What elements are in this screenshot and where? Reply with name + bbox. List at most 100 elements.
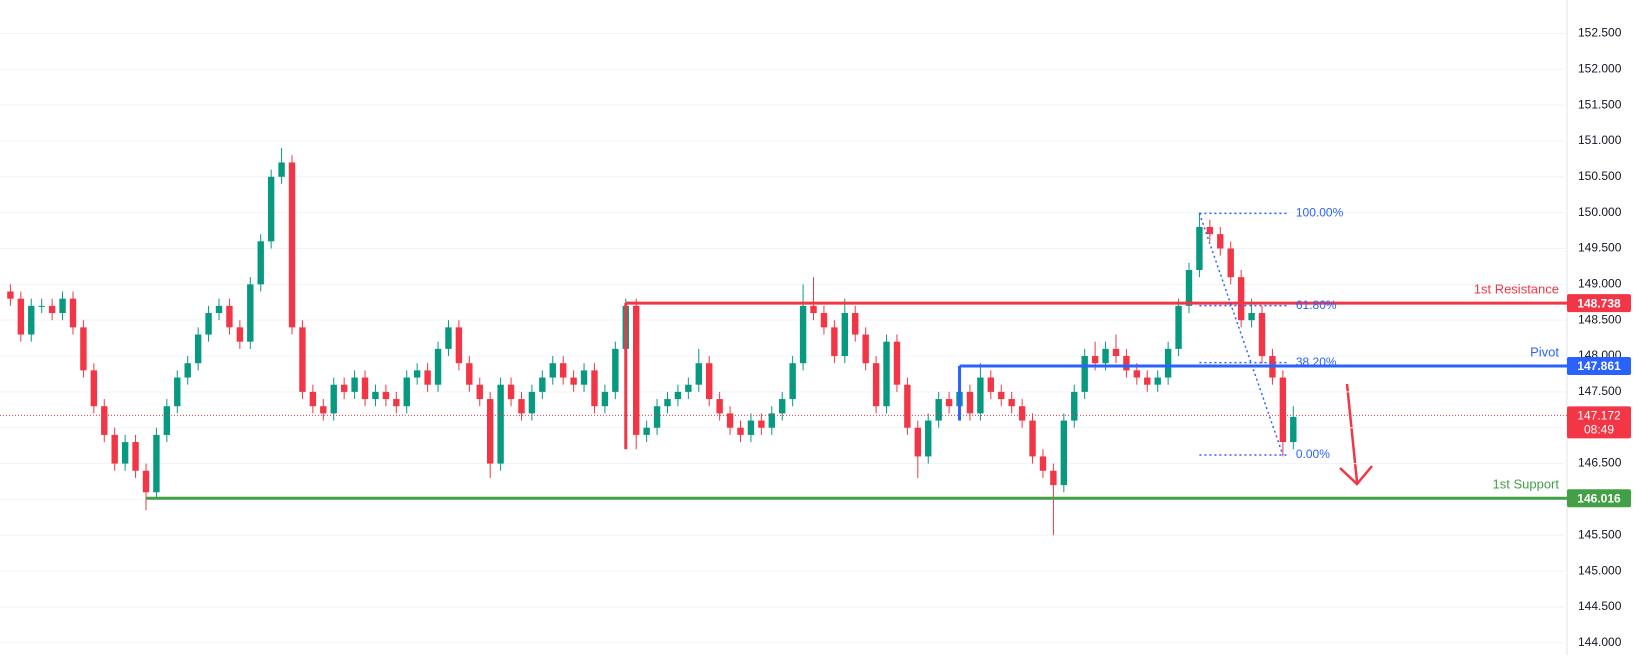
- candle-body: [653, 406, 661, 428]
- fib-level-label: 38.20%: [1296, 355, 1337, 369]
- candle-body: [1248, 313, 1255, 321]
- candle-body: [685, 384, 692, 392]
- y-tick-label: 148.500: [1578, 312, 1622, 326]
- level-name: 1st Resistance: [1474, 282, 1559, 297]
- candle-body: [1217, 234, 1224, 249]
- y-tick-label: 146.500: [1578, 456, 1622, 470]
- candle-body: [852, 313, 859, 335]
- level-price-box: [1567, 356, 1631, 375]
- candle-body: [706, 363, 713, 400]
- candle-body: [1133, 370, 1141, 378]
- candle-body: [90, 370, 98, 407]
- candle-body: [904, 384, 911, 428]
- candle-body: [1185, 270, 1193, 306]
- candle-body: [559, 363, 567, 378]
- candle-body: [340, 384, 348, 392]
- candle-body: [768, 413, 775, 428]
- candle-body: [872, 363, 880, 407]
- candle-body: [1081, 356, 1088, 392]
- y-tick-label: 150.000: [1578, 205, 1622, 219]
- candle-body: [174, 377, 181, 407]
- candle-body: [393, 399, 400, 407]
- fib-level-label: 0.00%: [1296, 447, 1330, 461]
- candle-body: [142, 470, 150, 493]
- y-tick-label: 145.000: [1578, 563, 1622, 577]
- candle-body: [497, 384, 504, 464]
- candle-body: [789, 363, 796, 400]
- candle-body: [466, 363, 473, 385]
- candle-body: [247, 284, 254, 342]
- forecast-arrow: [1339, 383, 1373, 486]
- y-tick-label: 149.000: [1578, 277, 1622, 291]
- candle-body: [278, 162, 285, 177]
- candle-body: [351, 377, 358, 392]
- level-name: 1st Support: [1493, 477, 1560, 492]
- y-tick-label: 149.500: [1578, 241, 1622, 255]
- candle-body: [539, 377, 546, 392]
- candle-body: [309, 391, 317, 407]
- candle-body: [28, 305, 35, 335]
- candle-body: [1008, 399, 1015, 407]
- candle-body: [361, 377, 369, 400]
- candle-body: [445, 327, 452, 349]
- candle-body: [612, 348, 619, 392]
- candle-body: [841, 313, 848, 357]
- candle-body: [1144, 377, 1151, 385]
- candle-body: [758, 420, 765, 428]
- candle-body: [121, 442, 129, 464]
- y-tick-label: 144.000: [1578, 635, 1622, 649]
- y-tick-label: 151.500: [1578, 97, 1622, 111]
- level-name: Pivot: [1530, 344, 1559, 359]
- level-price-label: 148.738: [1577, 296, 1621, 310]
- candle-body: [111, 434, 118, 464]
- candle-body: [1154, 377, 1161, 385]
- y-tick-label: 144.500: [1578, 599, 1622, 613]
- candle-body: [549, 363, 556, 378]
- candle-body: [257, 241, 264, 285]
- y-tick-label: 150.500: [1578, 169, 1622, 183]
- candle-body: [69, 298, 77, 328]
- last-price-label: 147.172: [1577, 409, 1621, 423]
- candle-body: [831, 327, 838, 357]
- candle-body: [1196, 226, 1203, 271]
- candle-body: [413, 370, 421, 378]
- candle-body: [1091, 356, 1099, 364]
- candle-body: [1102, 348, 1109, 364]
- candle-body: [153, 434, 160, 493]
- candle-body: [716, 399, 723, 414]
- candle-body: [779, 399, 786, 414]
- candle-body: [320, 406, 327, 414]
- candle-body: [966, 391, 974, 414]
- candle-body: [1071, 391, 1078, 421]
- candle-body: [643, 427, 650, 435]
- candle-body: [914, 427, 922, 457]
- candle-body: [1279, 377, 1287, 443]
- candle-body: [1227, 248, 1234, 278]
- candle-body: [59, 298, 66, 314]
- candle-body: [1258, 313, 1266, 357]
- level-price-box: [1567, 489, 1631, 508]
- candle-body: [330, 384, 337, 414]
- candle-body: [1290, 416, 1297, 443]
- candle-body: [455, 327, 463, 364]
- candle-body: [288, 162, 296, 328]
- countdown-label: 08:49: [1584, 423, 1614, 437]
- candle-body: [1018, 406, 1026, 421]
- candle-body: [518, 399, 525, 414]
- candle-body: [226, 305, 233, 328]
- candle-body: [1029, 420, 1036, 457]
- candle-body: [132, 442, 139, 471]
- candle-body: [403, 377, 410, 407]
- candle-body: [476, 384, 483, 400]
- candle-body: [17, 298, 25, 335]
- candle-body: [194, 334, 202, 364]
- candle-body: [925, 420, 932, 457]
- candle-body: [1164, 348, 1172, 378]
- y-tick-label: 152.500: [1578, 26, 1622, 40]
- candle-body: [570, 377, 577, 385]
- candle-body: [205, 313, 212, 335]
- candle-body: [48, 305, 56, 314]
- candle-body: [1237, 277, 1245, 321]
- candle-body: [372, 391, 379, 400]
- y-tick-label: 151.000: [1578, 133, 1622, 147]
